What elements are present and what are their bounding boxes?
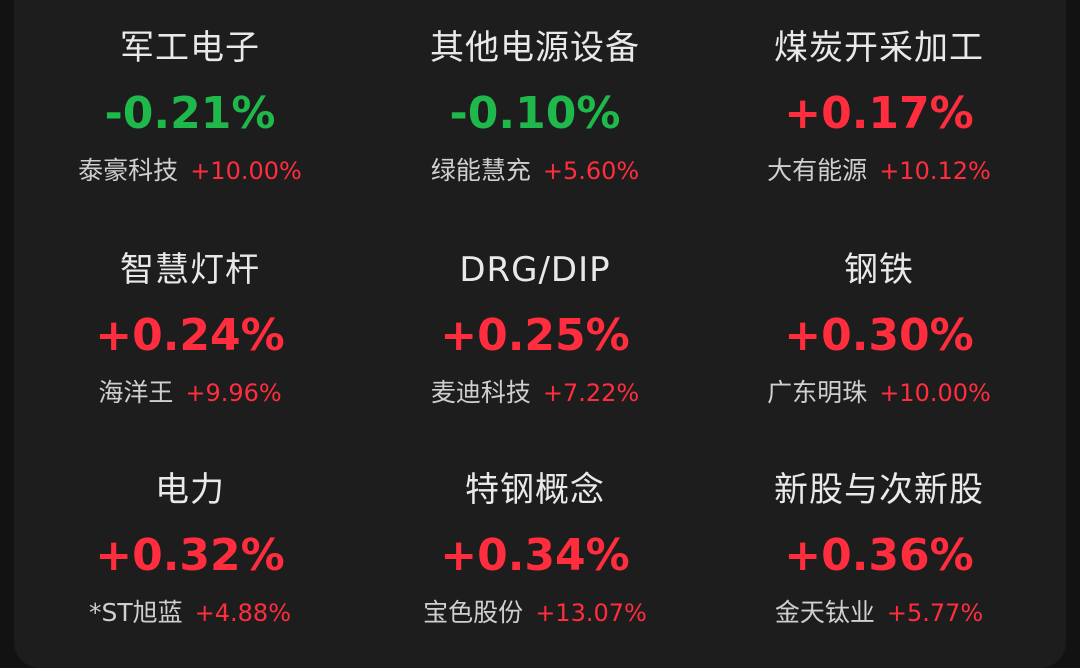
sector-name: 煤炭开采加工 <box>774 28 984 68</box>
sector-name: DRG/DIP <box>459 250 611 290</box>
leading-stock[interactable]: 广东明珠 +10.00% <box>767 376 991 410</box>
leading-stock[interactable]: 泰豪科技 +10.00% <box>78 154 302 188</box>
sector-change: +0.24% <box>95 310 285 361</box>
leading-stock[interactable]: 金天钛业 +5.77% <box>775 596 983 630</box>
leading-stock-name: *ST旭蓝 <box>89 598 183 627</box>
leading-stock-name: 金天钛业 <box>774 598 875 627</box>
sector-name: 其他电源设备 <box>430 28 640 68</box>
leading-stock-change: +4.88% <box>194 599 291 627</box>
sector-name: 电力 <box>155 470 225 510</box>
leading-stock-change: +5.60% <box>542 157 640 185</box>
sector-card[interactable]: DRG/DIP +0.25% 麦迪科技 +7.22% <box>366 222 704 442</box>
leading-stock-change: +10.12% <box>879 157 991 185</box>
leading-stock-change: +7.22% <box>542 379 640 407</box>
leading-stock-change: +13.07% <box>535 599 647 627</box>
sector-card[interactable]: 其他电源设备 -0.10% 绿能慧充 +5.60% <box>366 0 704 222</box>
sector-card[interactable]: 智慧灯杆 +0.24% 海洋王 +9.96% <box>14 222 366 442</box>
leading-stock[interactable]: 海洋王 +9.96% <box>98 376 281 410</box>
leading-stock-name: 绿能慧充 <box>430 156 531 185</box>
leading-stock[interactable]: 宝色股份 +13.07% <box>423 596 647 630</box>
leading-stock[interactable]: 绿能慧充 +5.60% <box>431 154 639 188</box>
leading-stock-name: 宝色股份 <box>423 598 524 627</box>
leading-stock-name: 麦迪科技 <box>430 378 531 407</box>
leading-stock-change: +9.96% <box>185 379 282 407</box>
sector-name: 军工电子 <box>120 28 260 68</box>
leading-stock-change: +10.00% <box>879 379 991 407</box>
leading-stock-name: 广东明珠 <box>767 378 868 407</box>
leading-stock-change: +10.00% <box>190 157 302 185</box>
sector-name: 钢铁 <box>844 250 914 290</box>
sector-card[interactable]: 钢铁 +0.30% 广东明珠 +10.00% <box>704 222 1054 442</box>
sector-name: 新股与次新股 <box>774 470 984 510</box>
sector-card[interactable]: 电力 +0.32% *ST旭蓝 +4.88% <box>14 442 366 660</box>
sector-change: -0.10% <box>449 88 621 139</box>
leading-stock-name: 海洋王 <box>98 378 174 407</box>
sector-panel <box>14 0 1066 668</box>
leading-stock-name: 泰豪科技 <box>78 156 179 185</box>
leading-stock[interactable]: 大有能源 +10.12% <box>767 154 991 188</box>
sector-card[interactable]: 军工电子 -0.21% 泰豪科技 +10.00% <box>14 0 366 222</box>
leading-stock[interactable]: 麦迪科技 +7.22% <box>431 376 639 410</box>
sector-name: 特钢概念 <box>465 470 605 510</box>
sector-card[interactable]: 新股与次新股 +0.36% 金天钛业 +5.77% <box>704 442 1054 660</box>
sector-change: +0.32% <box>95 530 285 581</box>
leading-stock-name: 大有能源 <box>767 156 868 185</box>
sector-change: +0.25% <box>440 310 630 361</box>
sector-name: 智慧灯杆 <box>120 250 260 290</box>
sector-change: -0.21% <box>104 88 276 139</box>
leading-stock-change: +5.77% <box>886 599 984 627</box>
sector-card[interactable]: 煤炭开采加工 +0.17% 大有能源 +10.12% <box>704 0 1054 222</box>
sector-change: +0.36% <box>784 530 974 581</box>
sector-change: +0.17% <box>784 88 974 139</box>
sector-grid: 军工电子 -0.21% 泰豪科技 +10.00% 其他电源设备 -0.10% 绿… <box>14 0 1066 660</box>
leading-stock[interactable]: *ST旭蓝 +4.88% <box>89 596 291 630</box>
sector-change: +0.34% <box>440 530 630 581</box>
sector-card[interactable]: 特钢概念 +0.34% 宝色股份 +13.07% <box>366 442 704 660</box>
sector-change: +0.30% <box>784 310 974 361</box>
